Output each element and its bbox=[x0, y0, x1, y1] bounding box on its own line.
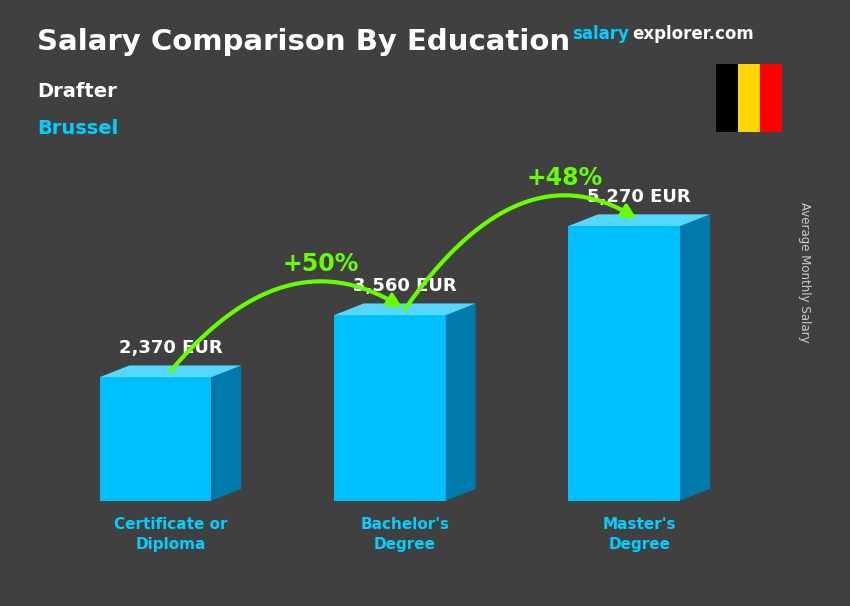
Text: +50%: +50% bbox=[283, 252, 360, 276]
FancyBboxPatch shape bbox=[716, 64, 738, 132]
Text: Drafter: Drafter bbox=[37, 82, 116, 101]
Polygon shape bbox=[99, 365, 241, 377]
Text: Master's
Degree: Master's Degree bbox=[603, 517, 676, 552]
FancyBboxPatch shape bbox=[738, 64, 760, 132]
Text: 3,560 EUR: 3,560 EUR bbox=[353, 277, 456, 295]
Text: Bachelor's
Degree: Bachelor's Degree bbox=[360, 517, 450, 552]
Text: Brussel: Brussel bbox=[37, 119, 118, 138]
Polygon shape bbox=[334, 315, 445, 501]
Polygon shape bbox=[569, 215, 710, 226]
Text: Salary Comparison By Education: Salary Comparison By Education bbox=[37, 28, 570, 56]
Polygon shape bbox=[680, 215, 710, 501]
Text: 5,270 EUR: 5,270 EUR bbox=[587, 188, 691, 206]
Text: salary: salary bbox=[572, 25, 629, 43]
Polygon shape bbox=[334, 304, 476, 315]
Text: explorer.com: explorer.com bbox=[632, 25, 754, 43]
Text: Average Monthly Salary: Average Monthly Salary bbox=[797, 202, 811, 343]
Text: +48%: +48% bbox=[527, 166, 604, 190]
Text: 2,370 EUR: 2,370 EUR bbox=[119, 339, 222, 357]
Polygon shape bbox=[569, 226, 680, 501]
Polygon shape bbox=[445, 304, 476, 501]
Polygon shape bbox=[99, 377, 212, 501]
FancyBboxPatch shape bbox=[760, 64, 782, 132]
Polygon shape bbox=[212, 365, 241, 501]
Text: Certificate or
Diploma: Certificate or Diploma bbox=[114, 517, 227, 552]
